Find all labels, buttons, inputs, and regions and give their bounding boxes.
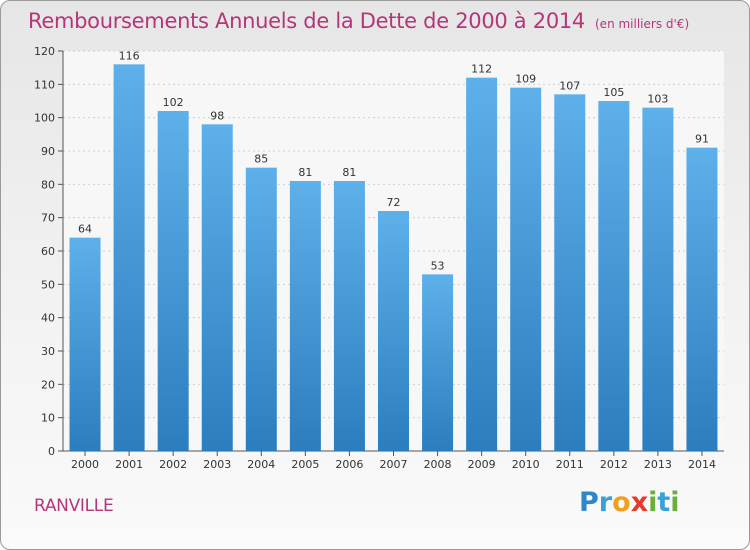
- x-tick-label: 2006: [335, 458, 363, 471]
- y-tick-label: 30: [41, 345, 55, 358]
- bar: [598, 101, 630, 451]
- data-label: 103: [647, 93, 668, 106]
- data-label: 64: [78, 223, 92, 236]
- data-label: 81: [298, 166, 312, 179]
- x-tick-label: 2002: [159, 458, 187, 471]
- x-tick-label: 2013: [644, 458, 672, 471]
- y-tick-label: 70: [41, 212, 55, 225]
- data-label: 116: [119, 49, 140, 62]
- y-tick-label: 80: [41, 178, 55, 191]
- bar: [422, 274, 454, 451]
- bar: [333, 181, 365, 451]
- x-tick-label: 2009: [468, 458, 496, 471]
- x-tick-label: 2005: [291, 458, 319, 471]
- y-tick-label: 100: [34, 112, 55, 125]
- y-tick-label: 40: [41, 312, 55, 325]
- bar: [642, 107, 674, 452]
- data-label: 85: [254, 153, 268, 166]
- chart-unit: (en milliers d'€): [595, 17, 690, 31]
- x-tick-label: 2012: [600, 458, 628, 471]
- y-tick-label: 90: [41, 145, 55, 158]
- x-tick-label: 2008: [424, 458, 452, 471]
- data-label: 102: [163, 96, 184, 109]
- bar: [510, 87, 542, 452]
- logo-letter: P: [579, 487, 599, 518]
- logo-letter: r: [598, 487, 613, 518]
- data-label: 81: [342, 166, 356, 179]
- y-tick-label: 0: [48, 445, 55, 458]
- data-label: 107: [559, 79, 580, 92]
- bar: [245, 167, 277, 451]
- bar: [289, 181, 321, 451]
- logo-letter: t: [657, 487, 671, 518]
- data-label: 109: [515, 73, 536, 86]
- bar: [554, 94, 586, 451]
- x-tick-label: 2011: [556, 458, 584, 471]
- data-label: 98: [210, 109, 224, 122]
- y-tick-label: 110: [34, 78, 55, 91]
- data-label: 53: [431, 259, 445, 272]
- bar: [378, 211, 409, 451]
- y-tick-label: 10: [41, 412, 55, 425]
- logo-letter: i: [648, 487, 658, 518]
- x-tick-label: 2000: [71, 458, 99, 471]
- x-tick-label: 2007: [380, 458, 408, 471]
- data-label: 105: [603, 86, 624, 99]
- x-tick-label: 2010: [512, 458, 540, 471]
- logo-letter: o: [612, 487, 631, 518]
- y-tick-label: 120: [34, 45, 55, 58]
- data-label: 112: [471, 63, 492, 76]
- bar: [201, 124, 233, 451]
- commune-name: RANVILLE: [34, 496, 114, 516]
- y-tick-label: 50: [41, 278, 55, 291]
- proxiti-logo[interactable]: Proxiti: [579, 487, 680, 518]
- chart-title: Remboursements Annuels de la Dette de 20…: [28, 9, 689, 33]
- bar: [466, 77, 498, 452]
- bar: [113, 64, 145, 452]
- logo-letter: x: [630, 487, 649, 518]
- bar: [686, 147, 718, 451]
- logo-letter: i: [670, 487, 680, 518]
- bar: [157, 111, 189, 451]
- x-tick-label: 2003: [203, 458, 231, 471]
- data-label: 72: [387, 196, 401, 209]
- bar: [69, 237, 101, 451]
- chart-title-text: Remboursements Annuels de la Dette de 20…: [28, 9, 585, 33]
- data-label: 91: [695, 133, 709, 146]
- x-tick-label: 2001: [115, 458, 143, 471]
- y-tick-label: 60: [41, 245, 55, 258]
- x-tick-label: 2004: [247, 458, 275, 471]
- x-tick-label: 2014: [688, 458, 716, 471]
- y-tick-label: 20: [41, 378, 55, 391]
